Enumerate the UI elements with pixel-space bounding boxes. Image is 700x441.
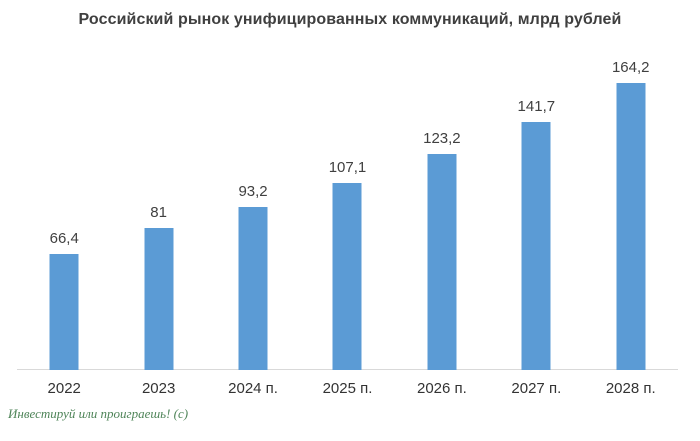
x-axis-label: 2023	[141, 380, 176, 397]
bar	[427, 154, 457, 370]
bar	[521, 122, 551, 370]
x-axis-label: 2022	[47, 380, 81, 397]
bar-value-label: 164,2	[611, 59, 650, 76]
bar	[616, 83, 646, 370]
bar-value-label: 107,1	[328, 159, 367, 176]
bar-slot: 141,7	[489, 0, 583, 370]
x-axis-label: 2025 п.	[322, 380, 373, 397]
x-axis-label: 2024 п.	[228, 380, 278, 397]
bar-slot: 107,1	[300, 0, 394, 370]
x-axis-labels: 2022 2023 2024 п. 2025 п. 2026 п. 2027 п. 2028…	[17, 380, 678, 397]
bar-value-label: 81	[150, 204, 167, 221]
bar	[144, 228, 174, 370]
bar-value-label: 141,7	[517, 98, 556, 115]
bar-slot: 93,2	[206, 0, 300, 370]
bar-value-label: 93,2	[238, 183, 268, 200]
watermark-text: Инвестируй или проиграешь! (с)	[8, 406, 189, 421]
bar	[332, 183, 362, 370]
bar-value-label: 123,2	[423, 130, 461, 147]
plot-area: 66,4 81 93,2 107,1 123,2 141,7 164,2	[17, 0, 678, 370]
bar-value-label: 66,4	[49, 230, 79, 247]
x-axis-label: 2027 п.	[511, 380, 562, 397]
bars-container: 66,4 81 93,2 107,1 123,2 141,7 164,2	[17, 0, 678, 370]
chart-title: Российский рынок унифицированных коммуни…	[78, 11, 622, 28]
bar	[238, 207, 268, 370]
bar-slot: 81	[111, 0, 205, 370]
bar	[49, 254, 79, 370]
bar-slot: 123,2	[395, 0, 489, 370]
bar-slot: 164,2	[584, 0, 678, 370]
x-axis-label: 2028 п.	[605, 380, 656, 397]
bar-slot: 66,4	[17, 0, 111, 370]
x-axis-label: 2026 п.	[416, 380, 467, 397]
